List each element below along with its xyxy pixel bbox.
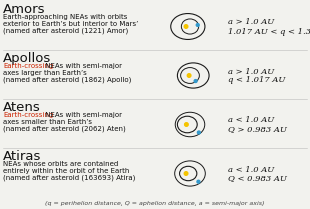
Text: Q < 0.983 AU: Q < 0.983 AU: [228, 175, 287, 182]
Text: Atens: Atens: [3, 101, 41, 114]
Text: Amors: Amors: [3, 3, 46, 16]
Text: Earth-crossing: Earth-crossing: [3, 112, 53, 118]
Text: Apollos: Apollos: [3, 52, 51, 65]
Circle shape: [194, 80, 197, 83]
Text: NEAs with semi-major: NEAs with semi-major: [43, 63, 122, 69]
Text: Atiras: Atiras: [3, 150, 41, 163]
Text: exterior to Earth’s but interior to Mars’: exterior to Earth’s but interior to Mars…: [3, 21, 138, 27]
Circle shape: [187, 74, 191, 77]
Text: NEAs whose orbits are contained: NEAs whose orbits are contained: [3, 161, 118, 167]
Text: (named after asteroid (1862) Apollo): (named after asteroid (1862) Apollo): [3, 77, 131, 83]
Text: (q = perihelion distance, Q = aphelion distance, a = semi-major axis): (q = perihelion distance, Q = aphelion d…: [45, 201, 265, 206]
Text: axes larger than Earth’s: axes larger than Earth’s: [3, 70, 87, 76]
Text: 1.017 AU < q < 1.3 AU: 1.017 AU < q < 1.3 AU: [228, 28, 310, 36]
Circle shape: [196, 24, 199, 26]
Text: NEAs with semi-major: NEAs with semi-major: [43, 112, 122, 118]
Circle shape: [184, 25, 188, 28]
Text: (named after asteroid (1221) Amor): (named after asteroid (1221) Amor): [3, 28, 128, 34]
Text: (named after asteroid (163693) Atira): (named after asteroid (163693) Atira): [3, 175, 135, 181]
Text: entirely within the orbit of the Earth: entirely within the orbit of the Earth: [3, 168, 129, 174]
Circle shape: [184, 123, 188, 126]
Text: Earth-crossing: Earth-crossing: [3, 63, 53, 69]
Text: (named after asteroid (2062) Aten): (named after asteroid (2062) Aten): [3, 126, 126, 132]
Circle shape: [197, 180, 200, 183]
Text: a > 1.0 AU: a > 1.0 AU: [228, 68, 274, 75]
Circle shape: [184, 172, 188, 175]
Text: axes smaller than Earth’s: axes smaller than Earth’s: [3, 119, 92, 125]
Text: a < 1.0 AU: a < 1.0 AU: [228, 116, 274, 125]
Text: q < 1.017 AU: q < 1.017 AU: [228, 76, 286, 84]
Text: Earth-approaching NEAs with orbits: Earth-approaching NEAs with orbits: [3, 14, 127, 20]
Text: Q > 0.983 AU: Q > 0.983 AU: [228, 125, 287, 134]
Circle shape: [197, 131, 200, 134]
Text: a < 1.0 AU: a < 1.0 AU: [228, 166, 274, 173]
Text: a > 1.0 AU: a > 1.0 AU: [228, 19, 274, 27]
